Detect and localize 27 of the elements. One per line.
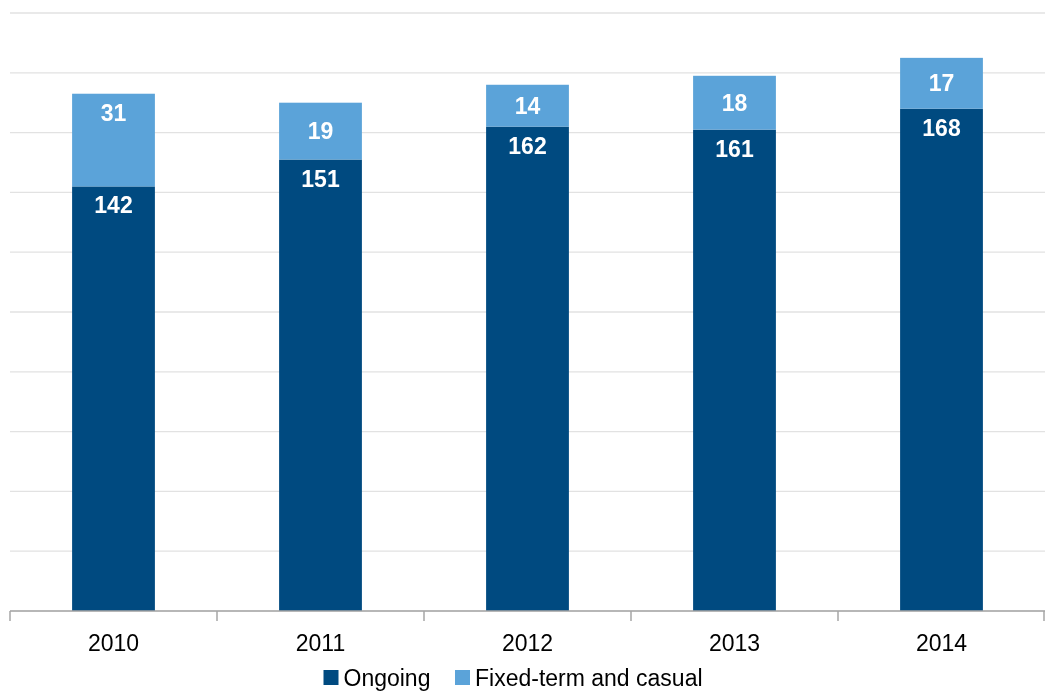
data-label: 162 [508, 132, 547, 159]
bar [72, 186, 155, 611]
x-tick-label: 2010 [87, 630, 140, 656]
x-tick-label: 2011 [295, 630, 346, 656]
bar [486, 126, 569, 611]
x-tick-label: 2012 [501, 630, 554, 656]
bar [72, 93, 155, 187]
data-label: 161 [715, 135, 754, 162]
x-tick-label: 2013 [708, 630, 761, 656]
legend-label: Ongoing [343, 665, 431, 691]
bar [900, 57, 983, 109]
bar [486, 84, 569, 127]
data-label: 31 [100, 99, 127, 126]
bar [900, 108, 983, 611]
data-label: 142 [94, 192, 133, 219]
bar [279, 102, 362, 160]
data-label: 18 [721, 89, 748, 116]
bar [693, 129, 776, 611]
data-label: 168 [922, 114, 961, 141]
data-label: 17 [928, 70, 955, 97]
x-tick-label: 2014 [915, 630, 968, 656]
bar [279, 159, 362, 611]
data-label: 19 [307, 118, 334, 145]
bar [693, 75, 776, 130]
legend-label: Fixed-term and casual [475, 665, 703, 691]
data-label: 151 [301, 165, 340, 192]
data-label: 14 [514, 92, 541, 119]
